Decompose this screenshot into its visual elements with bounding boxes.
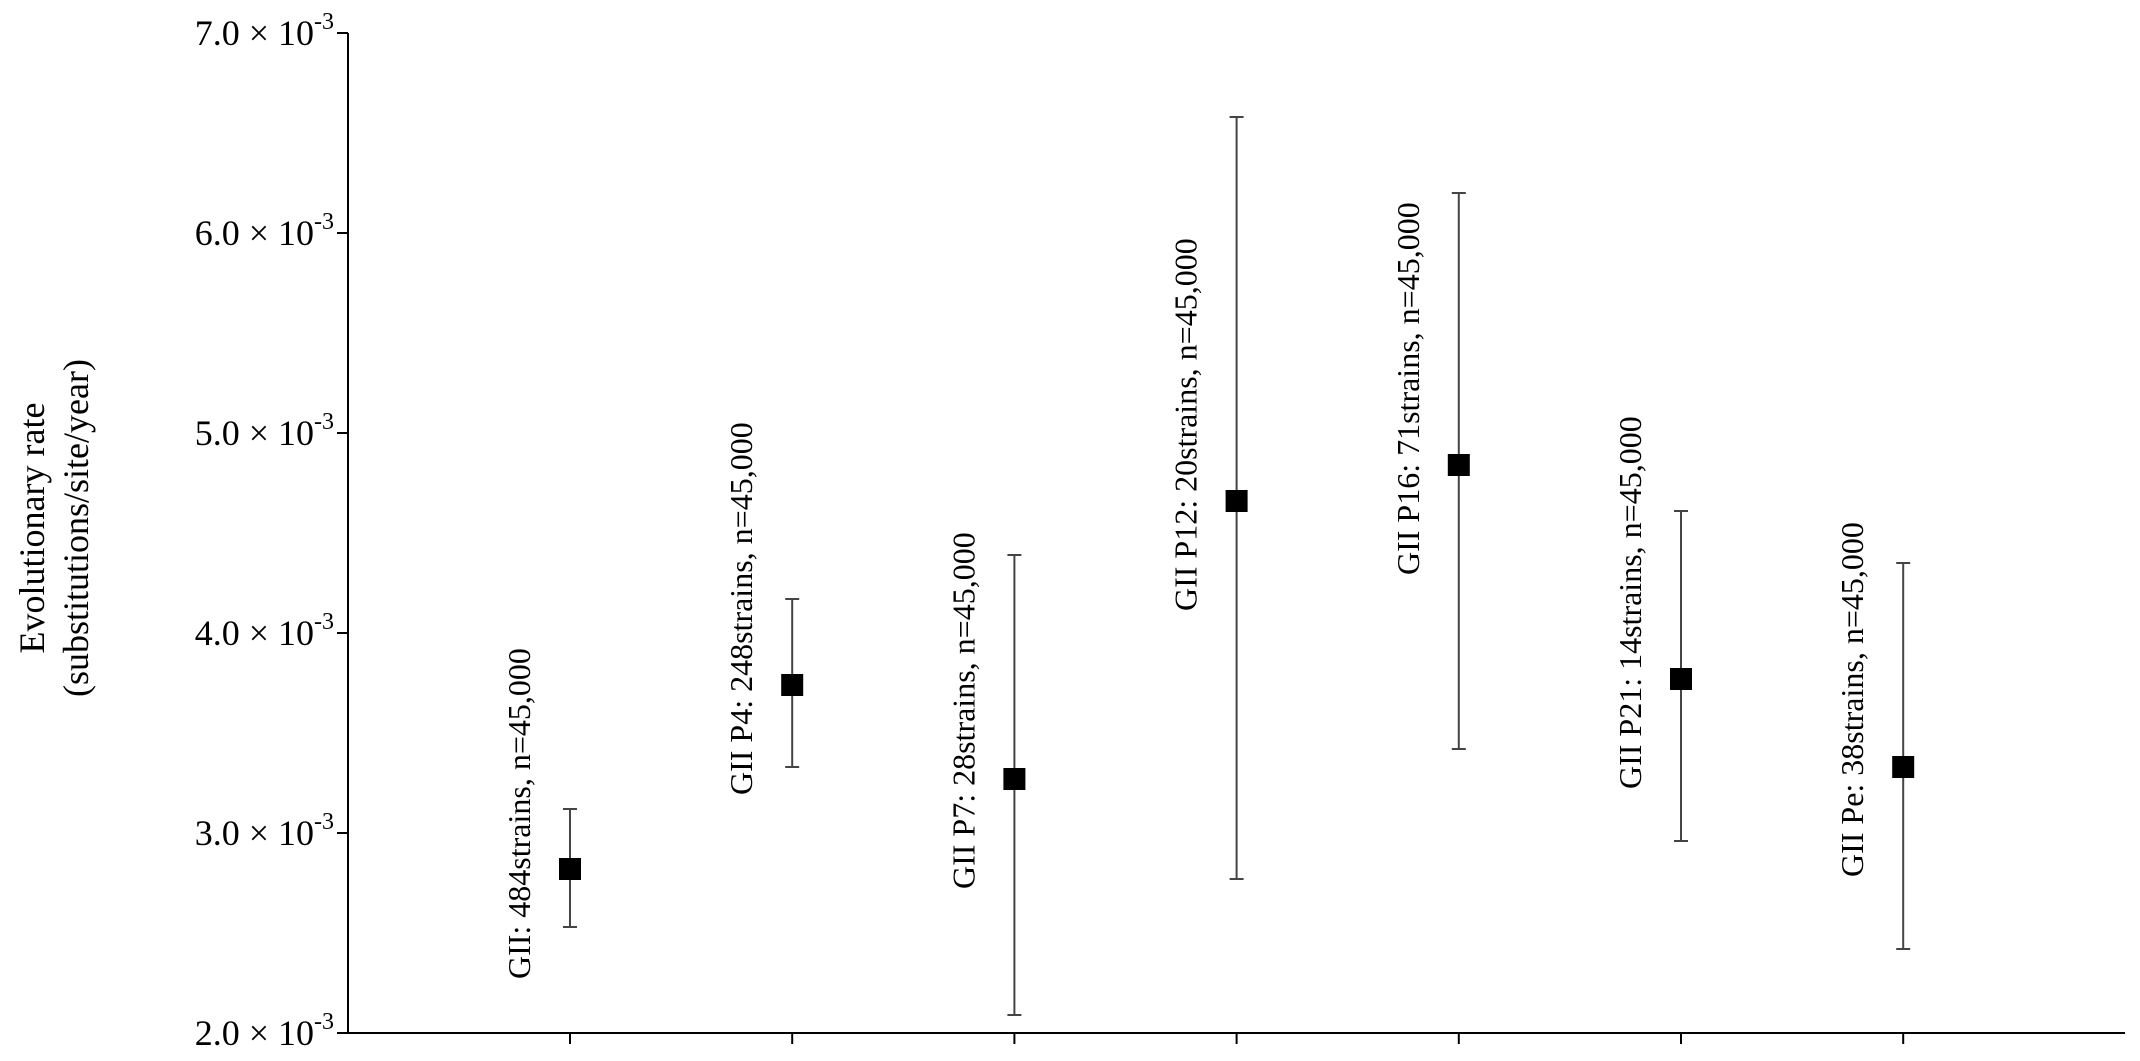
data-point-label: GII P16: 71strains, n=45,000: [1390, 202, 1426, 575]
y-tick-mantissa: 6.0 × 10: [195, 213, 314, 253]
data-point-label: GII P4: 248strains, n=45,000: [723, 422, 759, 795]
data-point-marker: [781, 674, 804, 696]
y-tick-exponent: -3: [314, 9, 334, 35]
data-point-marker: [559, 858, 581, 880]
data-series: GII: 484strains, n=45,000 GII P4: 248stra…: [501, 116, 1915, 1016]
data-point-group: GII P21: 14strains, n=45,000: [1612, 416, 1692, 842]
data-point-group: GII P7: 28strains, n=45,000: [945, 532, 1026, 1016]
data-point-group: GII Pe: 38strains, n=45,000: [1834, 522, 1915, 950]
data-point-label: GII Pe: 38strains, n=45,000: [1834, 522, 1870, 877]
y-tick-mantissa: 7.0 × 10: [195, 13, 314, 53]
data-point-label: GII P12: 20strains, n=45,000: [1168, 238, 1204, 611]
data-point-marker: [1225, 490, 1248, 512]
data-point-group: GII P4: 248strains, n=45,000: [723, 422, 804, 795]
data-point-group: GII P16: 71strains, n=45,000: [1390, 192, 1470, 750]
y-tick-exponent: -3: [314, 209, 334, 235]
y-tick-label: 3.0 × 10-3: [195, 809, 334, 853]
data-point-marker: [1892, 756, 1915, 778]
data-point-marker: [1447, 454, 1470, 476]
data-point-label: GII P21: 14strains, n=45,000: [1612, 416, 1648, 789]
y-tick-exponent: -3: [314, 1009, 334, 1035]
y-tick-mantissa: 5.0 × 10: [195, 413, 314, 453]
y-axis-ticks: 2.0 × 10-33.0 × 10-34.0 × 10-35.0 × 10-3…: [195, 9, 348, 1053]
y-axis-title-line-2: (substitutions/site/year): [56, 359, 96, 697]
y-tick-mantissa: 2.0 × 10: [195, 1013, 314, 1053]
data-point-marker: [1003, 768, 1026, 790]
y-tick-label: 7.0 × 10-3: [195, 9, 334, 53]
y-tick-mantissa: 4.0 × 10: [195, 613, 314, 653]
y-axis-title: Evolutionary rate (substitutions/site/ye…: [12, 359, 96, 697]
y-axis-title-line-1: Evolutionary rate: [12, 403, 52, 654]
y-tick-label: 6.0 × 10-3: [195, 209, 334, 253]
data-point-group: GII P12: 20strains, n=45,000: [1168, 116, 1248, 880]
y-tick-mantissa: 3.0 × 10: [195, 813, 314, 853]
y-tick-exponent: -3: [314, 609, 334, 635]
y-tick-label: 4.0 × 10-3: [195, 609, 334, 653]
data-point-label: GII P7: 28strains, n=45,000: [945, 532, 981, 889]
y-tick-exponent: -3: [314, 409, 334, 435]
data-point-label: GII: 484strains, n=45,000: [501, 648, 537, 979]
y-tick-label: 2.0 × 10-3: [195, 1009, 334, 1053]
y-tick-exponent: -3: [314, 809, 334, 835]
axes: [347, 33, 2125, 1044]
data-point-marker: [1670, 668, 1692, 690]
data-point-group: GII: 484strains, n=45,000: [501, 648, 581, 979]
y-tick-label: 5.0 × 10-3: [195, 409, 334, 453]
